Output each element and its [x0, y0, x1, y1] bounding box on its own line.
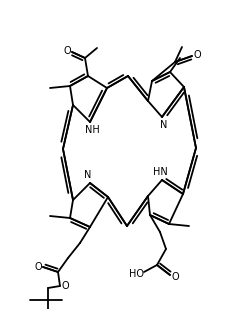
Text: O: O — [34, 262, 42, 272]
Text: O: O — [63, 46, 71, 56]
Text: N: N — [160, 120, 168, 130]
Text: HO: HO — [128, 269, 144, 279]
Text: NH: NH — [85, 125, 100, 135]
Text: HN: HN — [152, 167, 168, 177]
Text: O: O — [61, 281, 69, 291]
Text: O: O — [171, 272, 179, 282]
Text: O: O — [193, 50, 201, 60]
Text: N: N — [84, 170, 92, 180]
